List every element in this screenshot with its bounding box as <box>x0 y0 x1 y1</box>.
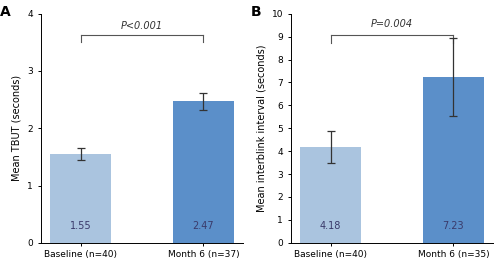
Bar <box>422 77 484 243</box>
Text: P=0.004: P=0.004 <box>371 19 413 29</box>
Text: 1.55: 1.55 <box>70 221 92 231</box>
Text: P<0.001: P<0.001 <box>121 21 163 31</box>
Text: 2.47: 2.47 <box>192 221 214 231</box>
Bar <box>50 154 112 243</box>
Y-axis label: Mean interblink interval (seconds): Mean interblink interval (seconds) <box>256 45 266 212</box>
Bar <box>300 147 362 243</box>
Bar <box>172 101 234 243</box>
Text: 4.18: 4.18 <box>320 221 342 231</box>
Text: 7.23: 7.23 <box>442 221 464 231</box>
Text: A: A <box>0 5 11 19</box>
Text: B: B <box>250 5 261 19</box>
Y-axis label: Mean TBUT (seconds): Mean TBUT (seconds) <box>12 75 22 181</box>
